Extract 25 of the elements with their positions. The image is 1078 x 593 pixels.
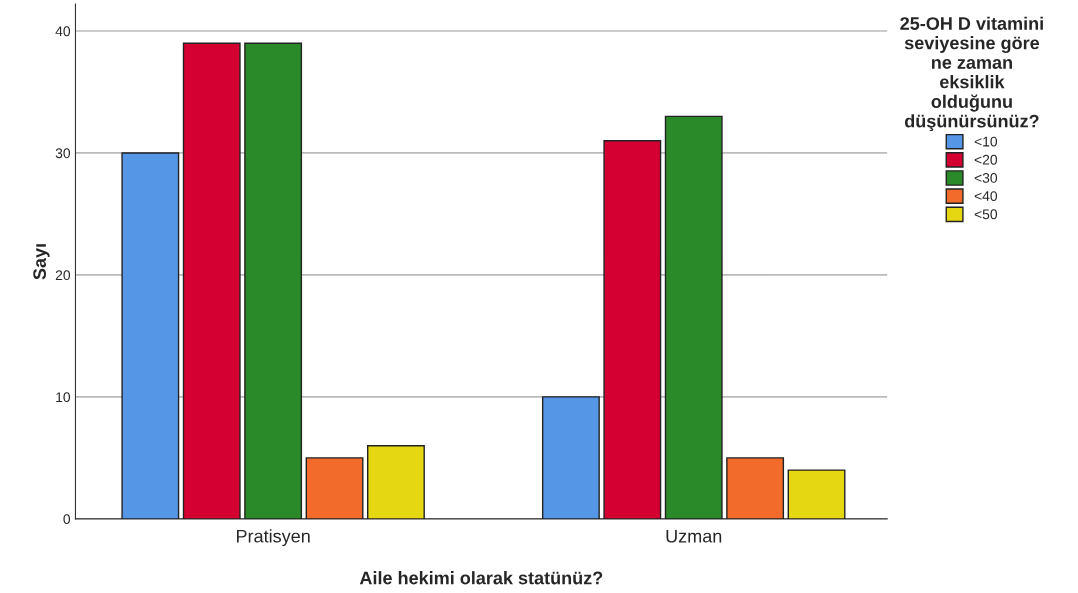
legend-label: <50 bbox=[974, 209, 998, 220]
bar bbox=[182, 42, 241, 519]
bar bbox=[244, 42, 303, 519]
y-tick-label: 30 bbox=[55, 148, 71, 159]
legend-label: <20 bbox=[974, 154, 998, 165]
bar bbox=[787, 469, 846, 519]
y-tick-label: 10 bbox=[56, 392, 71, 403]
y-tick-label: 20 bbox=[55, 270, 71, 281]
y-tick-label: 0 bbox=[63, 514, 71, 525]
bar bbox=[664, 115, 723, 519]
x-tick-label: Uzman bbox=[666, 529, 722, 543]
legend-label: <30 bbox=[974, 173, 998, 183]
legend-label: <40 bbox=[974, 191, 998, 201]
legend-label: <10 bbox=[974, 136, 998, 147]
x-tick-label: Pratisyen bbox=[236, 529, 310, 547]
x-axis-title: Aile hekimi olarak statünüz? bbox=[359, 571, 603, 585]
bar bbox=[305, 457, 364, 519]
y-tick-label: 40 bbox=[55, 26, 71, 37]
bar bbox=[367, 444, 425, 519]
y-axis-title: Sayı bbox=[33, 244, 50, 280]
bar bbox=[603, 140, 662, 519]
bar bbox=[726, 457, 785, 519]
bar bbox=[541, 396, 600, 519]
legend-title: 25-OH D vitamini seviyesine göre ne zaman eksiklik olduğunu düşünürsünüz? bbox=[900, 16, 1043, 132]
bar bbox=[121, 152, 180, 519]
